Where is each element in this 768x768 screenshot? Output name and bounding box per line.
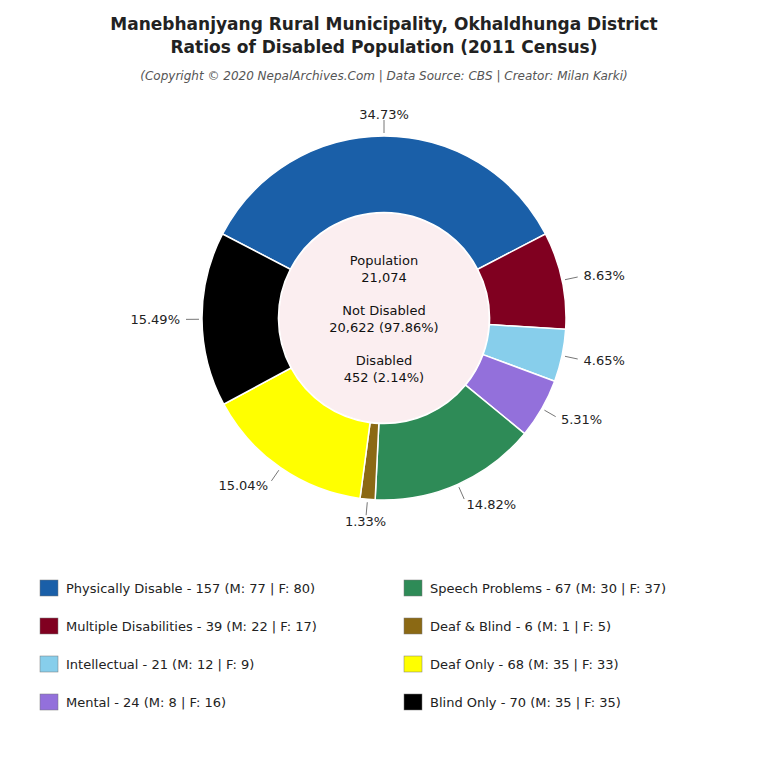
data-label: 15.04% bbox=[218, 478, 268, 493]
data-label: 34.73% bbox=[359, 107, 409, 122]
legend-label: Blind Only - 70 (M: 35 | F: 35) bbox=[430, 695, 621, 710]
legend-swatch bbox=[40, 580, 58, 596]
center-annotation: Not Disabled20,622 (97.86%) bbox=[329, 302, 438, 334]
center-annotation: Disabled452 (2.14%) bbox=[344, 352, 424, 384]
legend-swatch bbox=[404, 656, 422, 672]
data-label: 5.31% bbox=[561, 412, 602, 427]
legend-swatch bbox=[40, 694, 58, 710]
legend-swatch bbox=[40, 656, 58, 672]
leader-line bbox=[544, 410, 555, 416]
data-label: 14.82% bbox=[467, 497, 517, 512]
chart: Manebhanjyang Rural Municipality, Okhald… bbox=[0, 0, 768, 768]
leader-line bbox=[565, 356, 578, 359]
center-disc bbox=[279, 213, 488, 422]
legend-label: Multiple Disabilities - 39 (M: 22 | F: 1… bbox=[66, 619, 317, 634]
legend-label: Speech Problems - 67 (M: 30 | F: 37) bbox=[430, 581, 666, 596]
data-label: 1.33% bbox=[345, 514, 386, 529]
slices bbox=[202, 136, 566, 500]
data-label: 15.49% bbox=[130, 312, 180, 327]
legend-swatch bbox=[404, 694, 422, 710]
data-label: 8.63% bbox=[584, 268, 625, 283]
legend-label: Physically Disable - 157 (M: 77 | F: 80) bbox=[66, 581, 315, 596]
legend: Physically Disable - 157 (M: 77 | F: 80)… bbox=[40, 580, 666, 710]
legend-label: Intellectual - 21 (M: 12 | F: 9) bbox=[66, 657, 254, 672]
leader-line bbox=[459, 487, 464, 499]
legend-label: Deaf Only - 68 (M: 35 | F: 33) bbox=[430, 657, 619, 672]
leader-line bbox=[186, 319, 199, 320]
subtitle: (Copyright © 2020 NepalArchives.Com | Da… bbox=[140, 69, 627, 83]
data-label: 4.65% bbox=[584, 353, 625, 368]
legend-swatch bbox=[40, 618, 58, 634]
center-annotation: Population21,074 bbox=[350, 252, 418, 284]
leader-line bbox=[384, 120, 385, 133]
data-labels: 34.73% 8.63% 4.65% 5.31% 14.82% 1.33% 15.04% 15… bbox=[130, 107, 624, 529]
legend-swatch bbox=[404, 618, 422, 634]
background bbox=[0, 0, 768, 768]
legend-label: Mental - 24 (M: 8 | F: 16) bbox=[66, 695, 226, 710]
legend-label: Deaf & Blind - 6 (M: 1 | F: 5) bbox=[430, 619, 611, 634]
slice bbox=[478, 234, 566, 329]
leader-line bbox=[271, 470, 278, 481]
legend-swatch bbox=[404, 580, 422, 596]
slice bbox=[202, 234, 291, 404]
title: Manebhanjyang Rural Municipality, Okhald… bbox=[110, 14, 657, 57]
leader-line bbox=[565, 277, 578, 280]
